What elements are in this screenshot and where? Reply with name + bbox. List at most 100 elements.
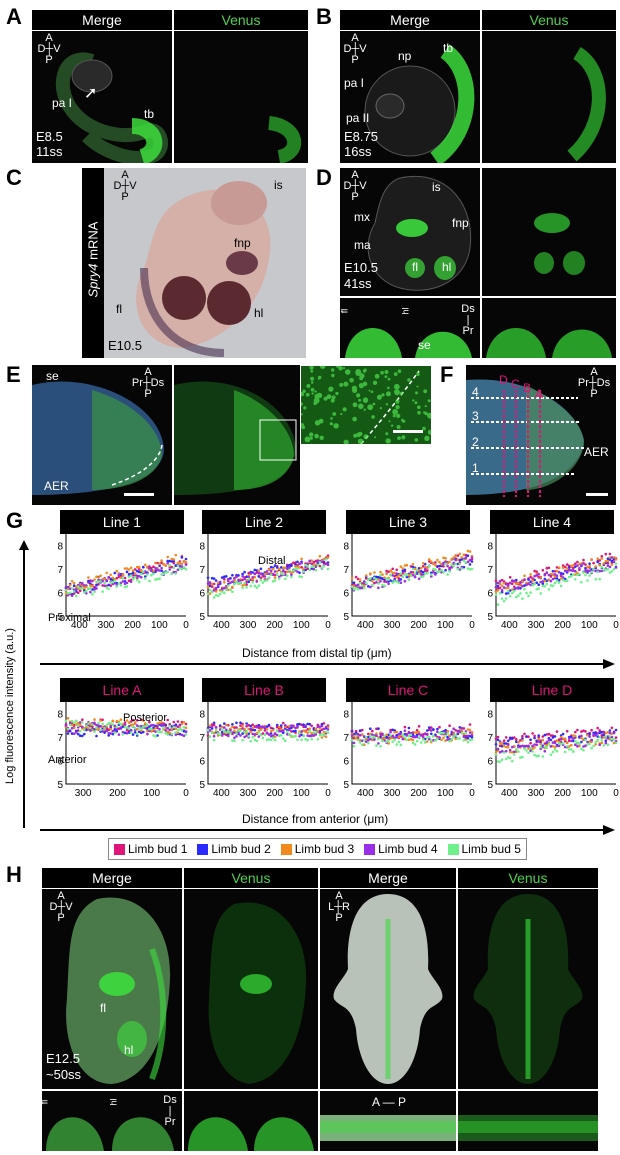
- data-point: [70, 726, 74, 730]
- data-point: [389, 734, 392, 737]
- data-point: [273, 732, 277, 735]
- data-point: [375, 581, 378, 584]
- data-point: [606, 731, 610, 734]
- data-point: [464, 731, 468, 735]
- data-point: [66, 732, 70, 735]
- d-stage: E10.5: [344, 260, 378, 275]
- data-point: [600, 569, 604, 573]
- data-point: [545, 579, 549, 582]
- data-point: [517, 740, 520, 744]
- data-point: [140, 576, 143, 579]
- data-point: [154, 578, 157, 581]
- data-point: [140, 724, 143, 728]
- data-point: [578, 566, 581, 570]
- data-point: [586, 733, 589, 737]
- data-point: [527, 594, 530, 598]
- data-point: [66, 727, 70, 731]
- data-point: [551, 577, 555, 581]
- data-point: [470, 560, 474, 563]
- data-point: [586, 565, 589, 569]
- data-point: [553, 581, 557, 585]
- data-point: [399, 572, 403, 575]
- data-point: [428, 560, 431, 563]
- y-tick-label: 8: [199, 710, 205, 721]
- data-point: [160, 566, 163, 570]
- data-point: [66, 729, 70, 733]
- data-point: [369, 577, 372, 580]
- data-point: [468, 568, 472, 571]
- data-point: [547, 578, 551, 582]
- data-point: [411, 571, 415, 574]
- plot-axes: [65, 534, 186, 617]
- data-point: [600, 730, 604, 734]
- data-point: [415, 728, 419, 732]
- data-point: [152, 726, 155, 730]
- data-point: [521, 580, 524, 583]
- data-point: [531, 750, 534, 753]
- y-tick-label: 5: [343, 612, 349, 623]
- data-point: [460, 558, 464, 561]
- data-point: [360, 739, 364, 742]
- data-point: [99, 719, 102, 722]
- data-point: [174, 731, 178, 734]
- data-point: [131, 574, 135, 577]
- d-merge-image: A D┼V P is mx fnp ma fl hl E10.5 41ss: [340, 168, 480, 296]
- data-point: [539, 576, 542, 579]
- data-point: [107, 728, 110, 731]
- data-point: [598, 563, 601, 567]
- data-point: [288, 569, 291, 572]
- data-point: [377, 742, 380, 745]
- data-point: [500, 745, 504, 748]
- data-point: [89, 582, 92, 585]
- data-point: [135, 565, 139, 569]
- data-point: [610, 570, 614, 573]
- data-point: [324, 562, 328, 565]
- data-point: [557, 742, 561, 745]
- data-point: [148, 725, 151, 728]
- data-point: [308, 559, 311, 563]
- data-point: [125, 581, 129, 585]
- data-point: [574, 573, 577, 576]
- b-axis: A D┼V P: [343, 32, 367, 66]
- data-point: [140, 731, 143, 734]
- data-point: [590, 728, 593, 732]
- data-point: [506, 582, 510, 586]
- data-point: [292, 735, 295, 738]
- data-point: [405, 563, 409, 567]
- data-point: [458, 562, 462, 566]
- data-point: [320, 736, 324, 739]
- data-point: [322, 557, 326, 561]
- data-point: [310, 724, 313, 728]
- legend-item-3: Limb bud 3: [280, 842, 355, 856]
- legend-label-3: Limb bud 3: [294, 842, 355, 856]
- data-point: [113, 724, 117, 728]
- data-point: [567, 736, 571, 740]
- data-point: [596, 735, 599, 738]
- data-point: [166, 718, 169, 722]
- data-point: [403, 732, 407, 736]
- data-point: [407, 738, 411, 742]
- data-point: [216, 594, 220, 598]
- data-point: [553, 741, 557, 745]
- data-point: [290, 571, 293, 574]
- data-point: [180, 567, 184, 571]
- data-point: [395, 575, 398, 579]
- data-point: [555, 750, 559, 753]
- data-point: [543, 749, 547, 753]
- series-5: [350, 731, 474, 748]
- data-point: [584, 738, 587, 742]
- data-point: [496, 747, 500, 751]
- data-point: [527, 582, 530, 586]
- data-point: [381, 732, 384, 736]
- data-point: [269, 730, 273, 733]
- f-limb-lines: [466, 379, 584, 497]
- data-point: [168, 564, 171, 567]
- data-point: [158, 569, 161, 572]
- data-point: [352, 744, 356, 748]
- data-point: [428, 737, 431, 741]
- data-point: [320, 728, 324, 731]
- data-point: [519, 580, 522, 584]
- data-point: [237, 729, 240, 732]
- data-point: [89, 726, 92, 730]
- data-point: [567, 739, 571, 742]
